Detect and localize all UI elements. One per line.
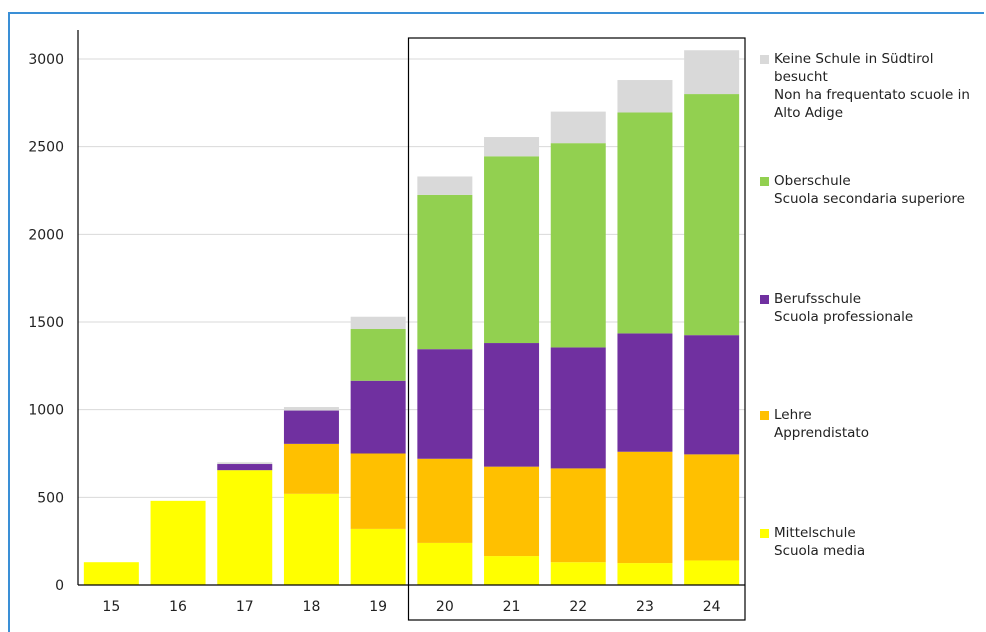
legend-swatch [760, 529, 769, 538]
bar-segment [350, 528, 406, 585]
bar-segment [417, 542, 473, 585]
bar-segment [617, 451, 673, 564]
y-tick-label: 3000 [28, 52, 64, 68]
bar-segment [550, 562, 606, 585]
bar-segment [283, 407, 339, 411]
bar-segment [283, 443, 339, 494]
bar-segment [217, 464, 273, 471]
y-tick-label: 0 [55, 578, 64, 594]
y-tick-label: 1500 [28, 315, 64, 331]
highlight-box [407, 37, 746, 621]
bar-segment [150, 500, 206, 585]
x-tick-label: 24 [703, 599, 721, 615]
legend-label: Non ha frequentato scuole in [774, 87, 970, 103]
y-tick-label: 1000 [28, 403, 64, 419]
bar-segment [83, 562, 139, 585]
bar-segment [217, 462, 273, 465]
legend-label: Mittelschule [774, 525, 856, 541]
bar-segment [617, 80, 673, 113]
bar-segment [484, 156, 540, 344]
bar-segment [417, 176, 473, 195]
bar-segment [484, 466, 540, 557]
x-tick-label: 23 [636, 599, 654, 615]
legend-label: Alto Adige [774, 105, 844, 121]
x-tick-label: 19 [369, 599, 387, 615]
legend-item-berufsschule: Berufsschule Scuola professionale [760, 290, 913, 326]
bar-segment [417, 349, 473, 459]
legend-swatch [760, 295, 769, 304]
axes [77, 30, 745, 586]
bar-segment [350, 453, 406, 529]
y-tick-label: 2500 [28, 140, 64, 156]
x-tick-label: 17 [236, 599, 254, 615]
legend-label: Berufsschule [774, 291, 862, 307]
bar-segment [684, 50, 740, 95]
bar-segment [617, 112, 673, 334]
bar-segment [550, 143, 606, 348]
legend-swatch [760, 177, 769, 186]
legend-label: Scuola secondaria superiore [774, 191, 965, 207]
legend-label: Lehre [774, 407, 812, 423]
legend-label: Keine Schule in Südtirol besucht [774, 51, 934, 85]
chart-frame [8, 12, 984, 632]
x-tick-label: 20 [436, 599, 454, 615]
legend-label: Scuola professionale [774, 309, 914, 325]
bar-segment [350, 316, 406, 330]
x-tick-label: 15 [102, 599, 120, 615]
legend-swatch [760, 55, 769, 64]
y-tick-labels: 0 500 1000 1500 2000 2500 3000 [28, 52, 64, 594]
legend-label: Scuola media [774, 543, 866, 559]
x-tick-labels: 15 16 17 18 19 20 21 22 23 24 [102, 599, 720, 615]
bar-segment [283, 493, 339, 585]
bar-segment [283, 410, 339, 444]
bar-segment [550, 468, 606, 563]
legend-label: Oberschule [774, 173, 851, 189]
bar-segment [217, 470, 273, 585]
bar-segment [617, 333, 673, 452]
legend-item-oberschule: Oberschule Scuola secondaria superiore [760, 172, 965, 208]
bar-segment [684, 94, 740, 336]
legend-label: Apprendistato [774, 425, 869, 441]
bar-segment [484, 556, 540, 585]
bar-segment [684, 560, 740, 585]
bar-segment [484, 343, 540, 467]
y-tick-label: 2000 [28, 227, 64, 243]
x-tick-label: 16 [169, 599, 187, 615]
bars [83, 50, 740, 585]
bar-segment [417, 194, 473, 350]
bar-segment [550, 347, 606, 469]
x-tick-label: 22 [569, 599, 587, 615]
bar-segment [350, 329, 406, 381]
bar-segment [684, 335, 740, 455]
legend-item-mittelschule: Mittelschule Scuola media [760, 524, 865, 560]
legend-item-keine-schule: Keine Schule in Südtirol besucht Non ha … [760, 50, 982, 122]
x-tick-label: 18 [303, 599, 321, 615]
y-tick-label: 500 [37, 490, 64, 506]
bar-segment [617, 563, 673, 585]
legend-swatch [760, 411, 769, 420]
bar-segment [550, 111, 606, 144]
bar-segment [417, 458, 473, 543]
bar-segment [684, 454, 740, 561]
legend-item-lehre: Lehre Apprendistato [760, 406, 869, 442]
x-tick-label: 21 [503, 599, 521, 615]
bar-segment [484, 137, 540, 157]
bar-segment [350, 380, 406, 454]
